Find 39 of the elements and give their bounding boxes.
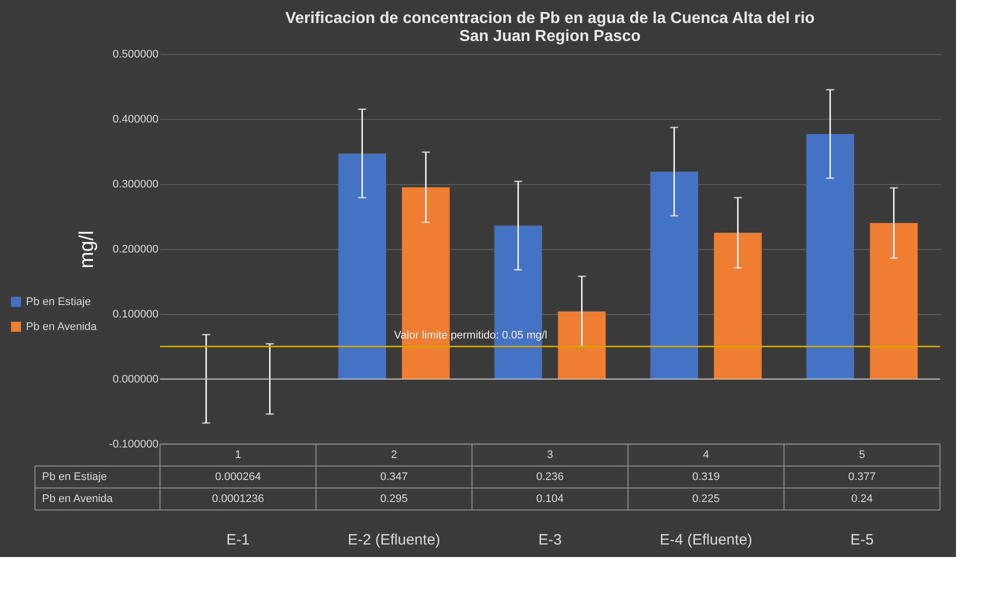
y-tick-label: 0.400000 xyxy=(112,114,158,126)
y-axis-title: mg/l xyxy=(76,230,98,268)
text: 5 xyxy=(858,449,866,461)
data-label: 0.24 xyxy=(851,493,873,505)
y-tick-label: 0.200000 xyxy=(112,244,158,256)
y-tick-label: 0.000000 xyxy=(112,374,158,386)
bar xyxy=(870,223,918,379)
data-label: 0.0001236 xyxy=(212,493,264,505)
text: Pb en Avenida xyxy=(42,493,113,505)
text: 3 xyxy=(546,449,554,461)
bar xyxy=(650,172,698,379)
legend-label: Pb en Estiaje xyxy=(26,296,91,308)
bar xyxy=(714,232,762,379)
bar xyxy=(338,153,386,379)
chart-title: Verificacion de concentracion de Pb en agua de la Cuenca Alta del rio San Juan Region Pasco xyxy=(285,10,815,45)
x-tick-label: E-4 (Efluente) xyxy=(660,532,752,548)
x-tick-label: E-5 xyxy=(850,532,874,548)
data-label: 0.225 xyxy=(692,493,720,505)
y-tick-label: 0.300000 xyxy=(112,178,158,190)
y-tick-label: -0.100000 xyxy=(108,438,158,450)
bar xyxy=(558,311,606,379)
text: 2 xyxy=(390,449,398,461)
data-label: 0.347 xyxy=(380,471,408,483)
text: Pb en Estiaje xyxy=(42,471,107,483)
text: 1 xyxy=(234,449,242,461)
x-tick-label: E-2 (Efluente) xyxy=(348,532,440,548)
data-label: 0.295 xyxy=(380,493,408,505)
x-tick-label: E-1 xyxy=(226,532,250,548)
data-label: 0.236 xyxy=(536,471,564,483)
data-label: 0.000264 xyxy=(215,471,261,483)
data-label: 0.377 xyxy=(848,471,876,483)
data-label: 0.104 xyxy=(536,493,564,505)
text: 4 xyxy=(702,449,710,461)
data-label: 0.319 xyxy=(692,471,720,483)
legend-label: Pb en Avenida xyxy=(26,320,98,333)
y-tick-label: 0.100000 xyxy=(112,308,158,320)
bar xyxy=(806,134,854,379)
y-tick-label: 0.500000 xyxy=(112,48,158,60)
x-tick-label: E-3 xyxy=(538,532,562,548)
